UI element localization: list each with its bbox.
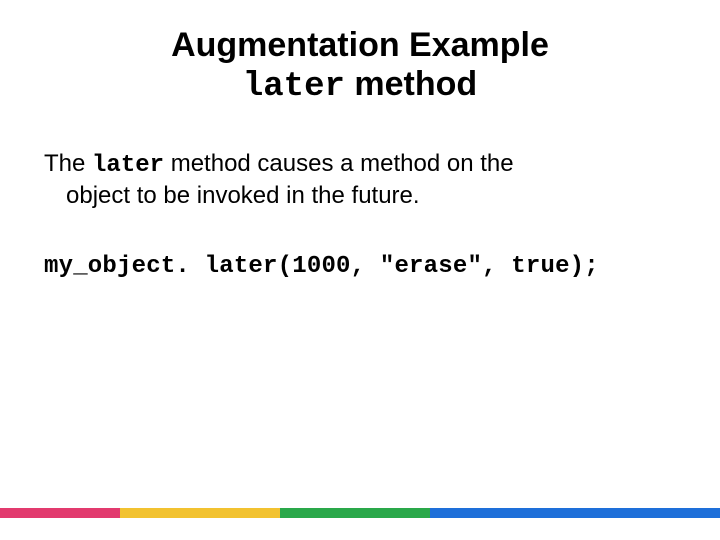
slide-title: Augmentation Example later method: [40, 26, 680, 107]
para-mono: later: [92, 152, 164, 179]
title-rest: method: [345, 65, 477, 103]
para-post-cont: object to be invoked in the future.: [44, 181, 670, 211]
code-example: my_object. later(1000, "erase", true);: [40, 253, 680, 280]
title-line-2: later method: [40, 65, 680, 107]
stripe-0: [0, 508, 120, 518]
title-mono: later: [243, 68, 345, 106]
para-pre: The: [44, 150, 92, 177]
body-paragraph: The later method causes a method on the …: [40, 149, 680, 211]
para-post-first: method causes a method on the: [164, 150, 514, 177]
stripe-3: [430, 508, 720, 518]
title-line-1: Augmentation Example: [40, 26, 680, 65]
slide: Augmentation Example later method The la…: [0, 0, 720, 540]
stripe-1: [120, 508, 280, 518]
footer-stripes: [0, 508, 720, 518]
stripe-2: [280, 508, 430, 518]
